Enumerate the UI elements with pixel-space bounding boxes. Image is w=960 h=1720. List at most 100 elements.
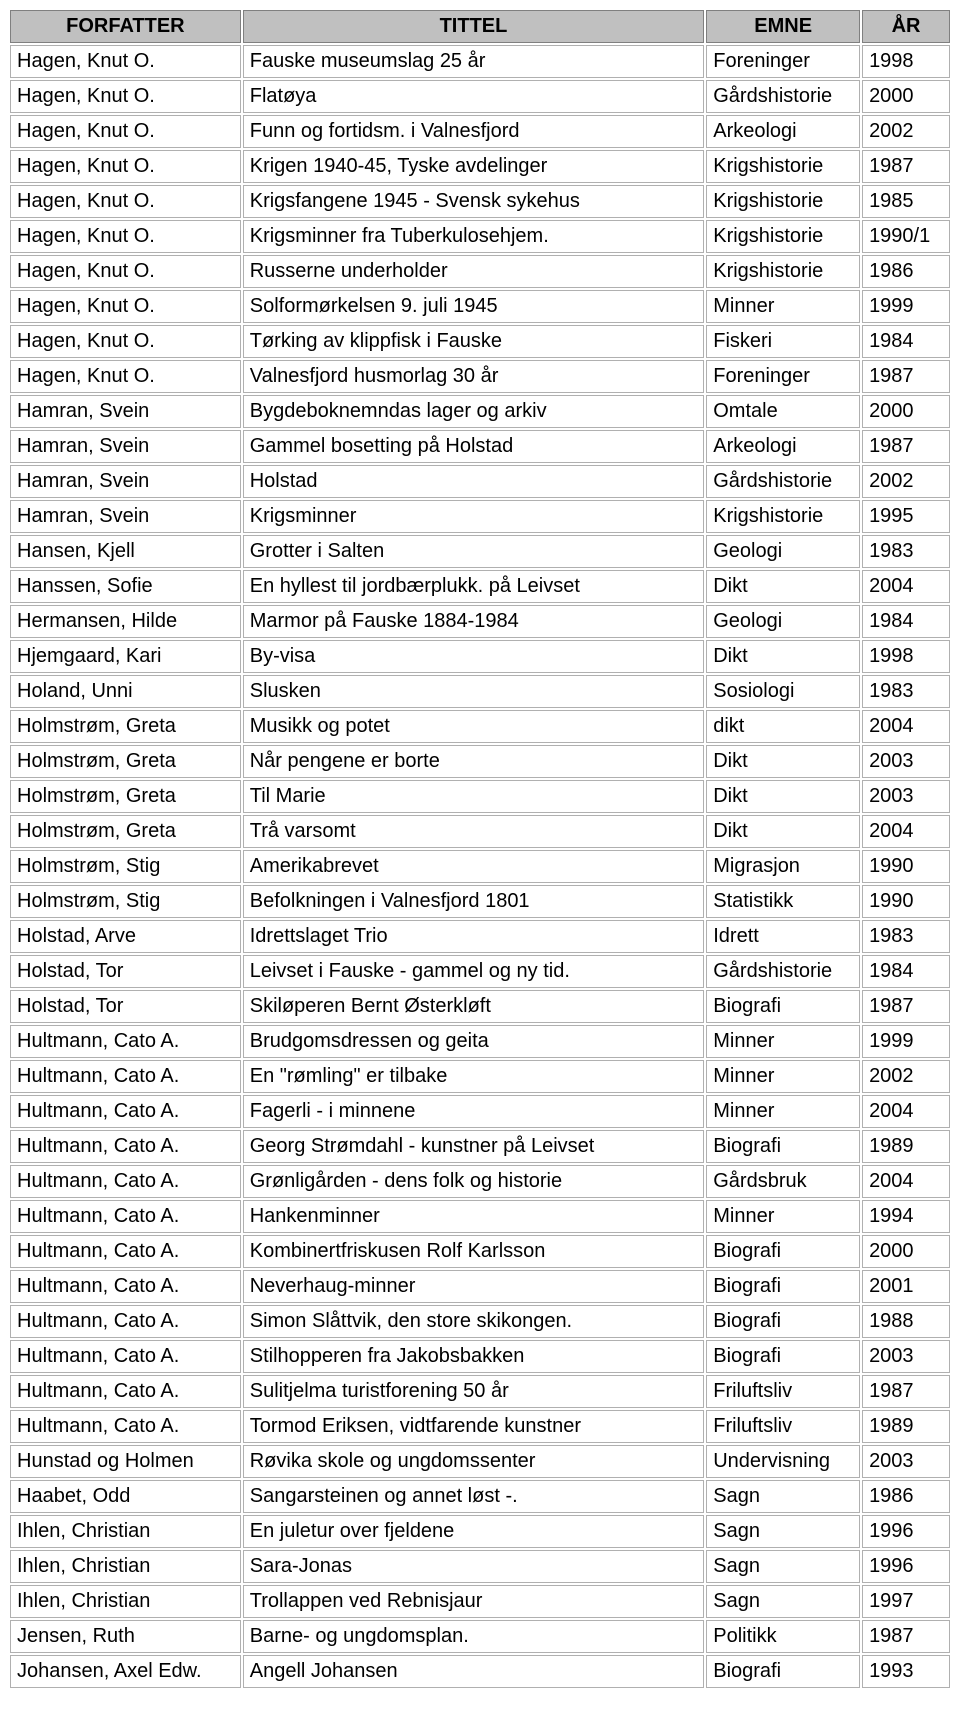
table-row: Holmstrøm, GretaTil MarieDikt2003 bbox=[10, 780, 950, 813]
cell-title: En hyllest til jordbærplukk. på Leivset bbox=[243, 570, 705, 603]
cell-title: Flatøya bbox=[243, 80, 705, 113]
cell-topic: Foreninger bbox=[706, 45, 860, 78]
cell-topic: Minner bbox=[706, 1095, 860, 1128]
cell-title: Amerikabrevet bbox=[243, 850, 705, 883]
cell-topic: Krigshistorie bbox=[706, 500, 860, 533]
cell-year: 1984 bbox=[862, 325, 950, 358]
table-row: Ihlen, ChristianTrollappen ved Rebnisjau… bbox=[10, 1585, 950, 1618]
cell-year: 2002 bbox=[862, 115, 950, 148]
cell-topic: Sagn bbox=[706, 1550, 860, 1583]
cell-topic: Biografi bbox=[706, 1305, 860, 1338]
cell-topic: Dikt bbox=[706, 570, 860, 603]
cell-author: Holstad, Tor bbox=[10, 955, 241, 988]
cell-title: Skiløperen Bernt Østerkløft bbox=[243, 990, 705, 1023]
table-row: Hjemgaard, KariBy-visaDikt1998 bbox=[10, 640, 950, 673]
cell-year: 1993 bbox=[862, 1655, 950, 1688]
cell-title: Simon Slåttvik, den store skikongen. bbox=[243, 1305, 705, 1338]
cell-author: Hagen, Knut O. bbox=[10, 45, 241, 78]
cell-topic: Omtale bbox=[706, 395, 860, 428]
table-row: Hamran, SveinKrigsminnerKrigshistorie199… bbox=[10, 500, 950, 533]
cell-title: Musikk og potet bbox=[243, 710, 705, 743]
cell-topic: Fiskeri bbox=[706, 325, 860, 358]
cell-topic: Biografi bbox=[706, 1235, 860, 1268]
cell-topic: Minner bbox=[706, 1060, 860, 1093]
table-row: Holstad, TorSkiløperen Bernt ØsterkløftB… bbox=[10, 990, 950, 1023]
cell-topic: Gårdshistorie bbox=[706, 80, 860, 113]
cell-title: Barne- og ungdomsplan. bbox=[243, 1620, 705, 1653]
cell-title: Russerne underholder bbox=[243, 255, 705, 288]
cell-title: Sulitjelma turistforening 50 år bbox=[243, 1375, 705, 1408]
cell-title: Valnesfjord husmorlag 30 år bbox=[243, 360, 705, 393]
cell-topic: Minner bbox=[706, 1025, 860, 1058]
cell-author: Hagen, Knut O. bbox=[10, 360, 241, 393]
cell-title: Neverhaug-minner bbox=[243, 1270, 705, 1303]
cell-author: Hultmann, Cato A. bbox=[10, 1270, 241, 1303]
cell-author: Hamran, Svein bbox=[10, 430, 241, 463]
cell-year: 1998 bbox=[862, 45, 950, 78]
cell-topic: Undervisning bbox=[706, 1445, 860, 1478]
cell-year: 2004 bbox=[862, 1165, 950, 1198]
cell-title: Fagerli - i minnene bbox=[243, 1095, 705, 1128]
cell-author: Holstad, Arve bbox=[10, 920, 241, 953]
cell-title: En "rømling" er tilbake bbox=[243, 1060, 705, 1093]
table-row: Hunstad og HolmenRøvika skole og ungdoms… bbox=[10, 1445, 950, 1478]
table-row: Hamran, SveinHolstadGårdshistorie2002 bbox=[10, 465, 950, 498]
cell-topic: Sagn bbox=[706, 1480, 860, 1513]
cell-title: Stilhopperen fra Jakobsbakken bbox=[243, 1340, 705, 1373]
table-row: Hultmann, Cato A.Georg Strømdahl - kunst… bbox=[10, 1130, 950, 1163]
cell-author: Ihlen, Christian bbox=[10, 1585, 241, 1618]
cell-topic: Krigshistorie bbox=[706, 185, 860, 218]
cell-title: Bygdeboknemndas lager og arkiv bbox=[243, 395, 705, 428]
table-row: Hagen, Knut O.Funn og fortidsm. i Valnes… bbox=[10, 115, 950, 148]
table-row: Hultmann, Cato A.Tormod Eriksen, vidtfar… bbox=[10, 1410, 950, 1443]
col-header-year: ÅR bbox=[862, 10, 950, 43]
cell-year: 2000 bbox=[862, 1235, 950, 1268]
table-row: Hultmann, Cato A.Sulitjelma turistforeni… bbox=[10, 1375, 950, 1408]
cell-year: 1994 bbox=[862, 1200, 950, 1233]
cell-title: Marmor på Fauske 1884-1984 bbox=[243, 605, 705, 638]
table-row: Hultmann, Cato A.Grønligården - dens fol… bbox=[10, 1165, 950, 1198]
cell-topic: Gårdshistorie bbox=[706, 465, 860, 498]
cell-title: Funn og fortidsm. i Valnesfjord bbox=[243, 115, 705, 148]
cell-year: 1987 bbox=[862, 430, 950, 463]
cell-topic: Arkeologi bbox=[706, 115, 860, 148]
cell-year: 1999 bbox=[862, 1025, 950, 1058]
table-row: Holstad, TorLeivset i Fauske - gammel og… bbox=[10, 955, 950, 988]
table-row: Holmstrøm, GretaMusikk og potetdikt2004 bbox=[10, 710, 950, 743]
cell-year: 1983 bbox=[862, 535, 950, 568]
col-header-author: FORFATTER bbox=[10, 10, 241, 43]
cell-topic: Friluftsliv bbox=[706, 1375, 860, 1408]
cell-topic: Geologi bbox=[706, 535, 860, 568]
cell-year: 1989 bbox=[862, 1410, 950, 1443]
cell-author: Hultmann, Cato A. bbox=[10, 1095, 241, 1128]
table-row: Hansen, KjellGrotter i SaltenGeologi1983 bbox=[10, 535, 950, 568]
table-row: Hultmann, Cato A.En "rømling" er tilbake… bbox=[10, 1060, 950, 1093]
cell-author: Hansen, Kjell bbox=[10, 535, 241, 568]
cell-topic: Minner bbox=[706, 1200, 860, 1233]
cell-title: Røvika skole og ungdomssenter bbox=[243, 1445, 705, 1478]
cell-topic: Sosiologi bbox=[706, 675, 860, 708]
cell-topic: Arkeologi bbox=[706, 430, 860, 463]
cell-topic: Idrett bbox=[706, 920, 860, 953]
table-row: Holmstrøm, StigBefolkningen i Valnesfjor… bbox=[10, 885, 950, 918]
cell-title: Kombinertfriskusen Rolf Karlsson bbox=[243, 1235, 705, 1268]
table-row: Ihlen, ChristianSara-JonasSagn1996 bbox=[10, 1550, 950, 1583]
cell-year: 2002 bbox=[862, 465, 950, 498]
cell-topic: Dikt bbox=[706, 780, 860, 813]
cell-year: 2003 bbox=[862, 745, 950, 778]
cell-author: Johansen, Axel Edw. bbox=[10, 1655, 241, 1688]
cell-year: 1987 bbox=[862, 1375, 950, 1408]
cell-topic: Politikk bbox=[706, 1620, 860, 1653]
table-row: Hultmann, Cato A.Neverhaug-minnerBiograf… bbox=[10, 1270, 950, 1303]
cell-author: Hagen, Knut O. bbox=[10, 255, 241, 288]
cell-title: Trå varsomt bbox=[243, 815, 705, 848]
cell-title: Trollappen ved Rebnisjaur bbox=[243, 1585, 705, 1618]
cell-topic: Gårdsbruk bbox=[706, 1165, 860, 1198]
cell-author: Hamran, Svein bbox=[10, 465, 241, 498]
table-row: Hagen, Knut O.Solformørkelsen 9. juli 19… bbox=[10, 290, 950, 323]
cell-year: 1998 bbox=[862, 640, 950, 673]
cell-year: 1984 bbox=[862, 955, 950, 988]
cell-author: Hultmann, Cato A. bbox=[10, 1235, 241, 1268]
table-row: Hagen, Knut O.Krigen 1940-45, Tyske avde… bbox=[10, 150, 950, 183]
table-row: Holmstrøm, StigAmerikabrevetMigrasjon199… bbox=[10, 850, 950, 883]
